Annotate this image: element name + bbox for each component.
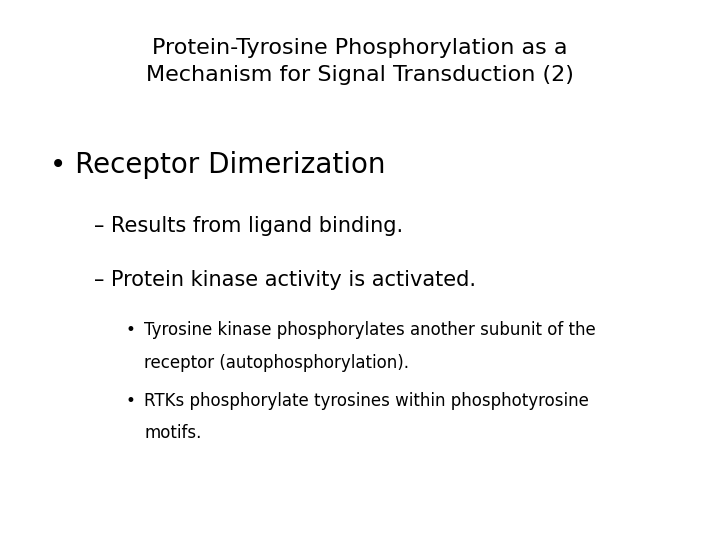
- Text: – Results from ligand binding.: – Results from ligand binding.: [94, 216, 402, 236]
- Text: Tyrosine kinase phosphorylates another subunit of the: Tyrosine kinase phosphorylates another s…: [144, 321, 595, 339]
- Text: receptor (autophosphorylation).: receptor (autophosphorylation).: [144, 354, 409, 372]
- Text: RTKs phosphorylate tyrosines within phosphotyrosine: RTKs phosphorylate tyrosines within phos…: [144, 392, 589, 409]
- Text: •: •: [126, 321, 136, 339]
- Text: •: •: [126, 392, 136, 409]
- Text: • Receptor Dimerization: • Receptor Dimerization: [50, 151, 386, 179]
- Text: Protein-Tyrosine Phosphorylation as a
Mechanism for Signal Transduction (2): Protein-Tyrosine Phosphorylation as a Me…: [146, 38, 574, 85]
- Text: – Protein kinase activity is activated.: – Protein kinase activity is activated.: [94, 270, 476, 290]
- Text: motifs.: motifs.: [144, 424, 202, 442]
